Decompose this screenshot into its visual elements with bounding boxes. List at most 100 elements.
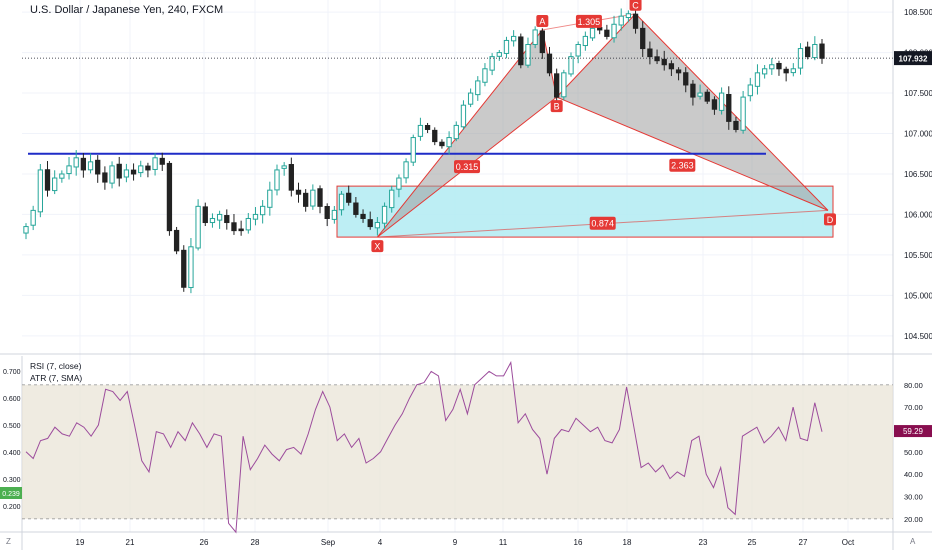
candle-body bbox=[496, 52, 502, 57]
candle-body bbox=[52, 177, 58, 192]
rsi-axis-tick: 70.00 bbox=[904, 403, 923, 412]
candle-body bbox=[790, 68, 796, 74]
time-axis-tick: 25 bbox=[748, 538, 757, 547]
candle-body bbox=[668, 63, 675, 70]
candle-body bbox=[582, 35, 589, 47]
candle-body bbox=[403, 161, 409, 179]
candle-body bbox=[37, 169, 43, 213]
time-axis-tick: 23 bbox=[699, 538, 708, 547]
candle-body bbox=[224, 215, 230, 224]
price-axis-tick: 105.500 bbox=[904, 251, 932, 260]
candle-body bbox=[389, 189, 395, 209]
rsi-last-badge bbox=[894, 425, 932, 438]
candles bbox=[23, 8, 825, 294]
candle-body bbox=[754, 72, 761, 87]
price-axis-tick: 107.500 bbox=[904, 89, 932, 98]
time-axis-tick: 11 bbox=[499, 538, 508, 547]
atr-axis-tick: 0.700 bbox=[3, 369, 21, 376]
atr-axis-tick: 0.200 bbox=[3, 504, 21, 511]
rsi-axis-tick: 30.00 bbox=[904, 492, 923, 501]
candle-body bbox=[640, 27, 646, 50]
pattern-ratio-label: 1.305 bbox=[578, 17, 601, 27]
pattern-ratio-badge bbox=[575, 14, 602, 28]
candle-body bbox=[489, 56, 495, 71]
candle-body bbox=[130, 169, 137, 175]
candle-body bbox=[353, 202, 359, 215]
rsi-axis-tick: 40.00 bbox=[904, 470, 923, 479]
candle-body bbox=[73, 157, 79, 168]
candle-body bbox=[166, 162, 173, 232]
candle-body bbox=[303, 192, 309, 207]
time-axis-tick: 21 bbox=[126, 538, 135, 547]
candle-body bbox=[188, 246, 194, 289]
candle-body bbox=[439, 141, 445, 147]
candle-body bbox=[238, 228, 244, 232]
candle-body bbox=[252, 213, 259, 220]
pattern-point-d-label: D bbox=[827, 215, 834, 225]
candle-body bbox=[539, 30, 545, 54]
price-axis-tick: 106.000 bbox=[904, 210, 932, 219]
time-axis-tick: 9 bbox=[453, 538, 458, 547]
candle-body bbox=[23, 226, 29, 234]
candle-body bbox=[589, 27, 596, 39]
candle-body bbox=[109, 165, 115, 184]
auto-scale-icon: A bbox=[910, 537, 916, 546]
candle-body bbox=[288, 164, 294, 191]
rsi-axis-tick: 50.00 bbox=[904, 448, 923, 457]
candle-body bbox=[647, 48, 653, 58]
candle-body bbox=[66, 165, 72, 175]
candle-body bbox=[87, 161, 94, 171]
candle-body bbox=[274, 169, 280, 191]
candle-body bbox=[711, 99, 718, 110]
candle-body bbox=[597, 27, 603, 31]
candle-body bbox=[245, 217, 251, 231]
candle-body bbox=[424, 125, 431, 130]
candle-body bbox=[59, 173, 65, 179]
atr-axis-tick: 0.300 bbox=[3, 477, 21, 484]
last-price-badge bbox=[894, 51, 932, 66]
pattern-ratio-label: 0.315 bbox=[456, 162, 479, 172]
time-axis-tick: 26 bbox=[200, 538, 209, 547]
candle-body bbox=[331, 209, 338, 220]
candle-body bbox=[95, 159, 101, 175]
candle-body bbox=[525, 44, 531, 66]
pattern-point-c-label: C bbox=[632, 0, 639, 10]
candle-body bbox=[812, 44, 818, 59]
pattern-ratio-badge bbox=[589, 216, 616, 230]
price-axis-tick: 107.000 bbox=[904, 130, 932, 139]
candle-body bbox=[604, 29, 610, 37]
candle-body bbox=[554, 73, 560, 98]
candle-body bbox=[310, 189, 316, 207]
pattern-ratio-badge bbox=[454, 160, 481, 174]
candle-body bbox=[30, 209, 36, 226]
candle-body bbox=[625, 13, 632, 18]
candle-body bbox=[173, 229, 180, 252]
pattern-point-b-badge bbox=[550, 100, 563, 113]
time-axis-tick: 18 bbox=[623, 538, 632, 547]
candle-body bbox=[776, 62, 782, 70]
candle-body bbox=[267, 189, 273, 208]
rsi-axis-tick: 80.00 bbox=[904, 381, 923, 390]
candle-body bbox=[769, 64, 775, 70]
last-price-label: 107.932 bbox=[899, 55, 928, 64]
candle-body bbox=[44, 169, 51, 191]
candle-body bbox=[475, 80, 481, 96]
pattern-ratio-label: 2.363 bbox=[671, 161, 694, 171]
atr-axis-tick: 0.600 bbox=[3, 396, 21, 403]
candle-body bbox=[632, 13, 639, 29]
chart-title: U.S. Dollar / Japanese Yen, 240, FXCM bbox=[30, 4, 224, 16]
candle-body bbox=[740, 96, 746, 131]
candle-body bbox=[417, 124, 424, 137]
candle-body bbox=[460, 104, 467, 128]
candle-body bbox=[805, 46, 811, 58]
price-axis-tick: 104.500 bbox=[904, 332, 932, 341]
price-axis-tick: 106.500 bbox=[904, 170, 932, 179]
candle-body bbox=[324, 205, 330, 219]
candle-body bbox=[503, 39, 510, 54]
pattern-point-x-label: X bbox=[374, 242, 380, 252]
candle-body bbox=[453, 124, 459, 140]
rsi-indicator-title: RSI (7, close) bbox=[30, 361, 82, 371]
candle-body bbox=[654, 56, 660, 62]
rsi-line bbox=[25, 360, 823, 534]
